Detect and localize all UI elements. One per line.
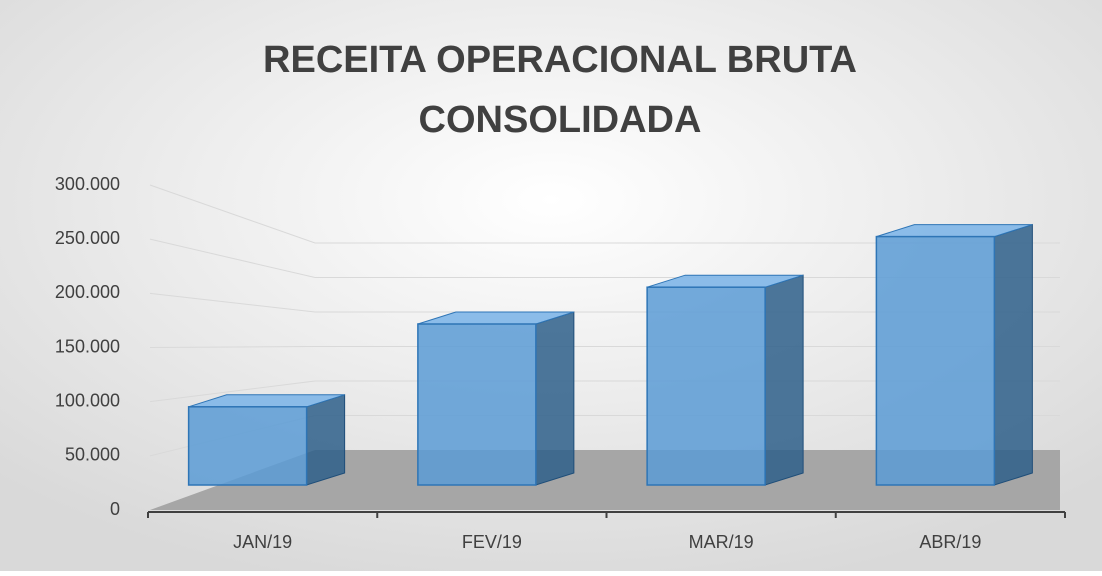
- grid-line: [149, 346, 1060, 348]
- bar-side: [535, 311, 575, 486]
- bar-side: [306, 394, 346, 486]
- bar: [875, 235, 996, 486]
- bar: [187, 406, 308, 486]
- grid-line: [149, 292, 1060, 313]
- grid-line: [149, 380, 1060, 403]
- floor: [150, 450, 1060, 510]
- bar-side: [764, 274, 804, 486]
- x-tick-label: ABR/19: [919, 532, 981, 552]
- bar-side: [993, 223, 1033, 486]
- x-tick-label: JAN/19: [233, 532, 292, 552]
- y-tick-label: 100.000: [55, 390, 120, 410]
- chart-title: CONSOLIDADA: [419, 99, 702, 141]
- bar: [417, 323, 537, 486]
- y-tick-label: 250.000: [55, 228, 120, 248]
- y-tick-label: 200.000: [55, 282, 120, 302]
- bar: [646, 286, 766, 486]
- grid-line: [149, 238, 1060, 278]
- chart-title: RECEITA OPERACIONAL BRUTA: [263, 39, 857, 81]
- x-tick-label: FEV/19: [462, 532, 522, 552]
- y-tick-label: 300.000: [55, 174, 120, 194]
- x-tick-label: MAR/19: [689, 532, 754, 552]
- y-tick-label: 50.000: [65, 445, 120, 465]
- y-tick-label: 0: [110, 499, 120, 519]
- grid-line: [149, 184, 1060, 244]
- y-tick-label: 150.000: [55, 336, 120, 356]
